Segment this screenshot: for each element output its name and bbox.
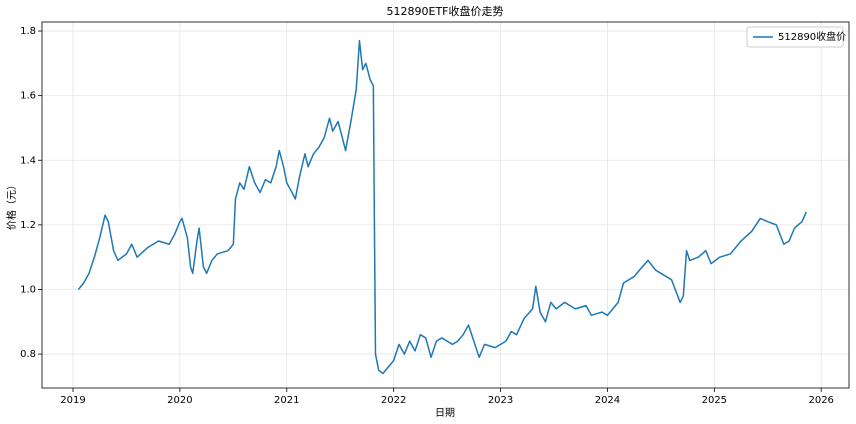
x-tick-label: 2024	[595, 395, 620, 406]
legend-label: 512890收盘价	[778, 30, 846, 43]
x-tick-label: 2025	[702, 395, 727, 406]
chart-title: 512890ETF收盘价走势	[387, 4, 504, 18]
legend-box	[746, 26, 844, 48]
x-tick-label: 2022	[381, 395, 406, 406]
x-axis-label: 日期	[435, 407, 455, 419]
y-axis-label: 价格（元）	[5, 180, 18, 230]
y-tick-label: 1.6	[20, 91, 36, 102]
y-tick-label: 1.8	[20, 26, 36, 37]
x-tick-label: 2026	[808, 395, 833, 406]
y-tick-label: 1.0	[20, 284, 36, 295]
x-tick-label: 2023	[488, 395, 513, 406]
y-tick-label: 1.2	[20, 220, 36, 231]
x-tick-label: 2021	[274, 395, 299, 406]
y-tick-label: 1.4	[20, 155, 36, 166]
x-tick-label: 2020	[167, 395, 192, 406]
y-tick-label: 0.8	[20, 349, 36, 360]
plot-frame	[41, 21, 850, 389]
x-tick-label: 2019	[60, 395, 85, 406]
data-line	[77, 39, 807, 375]
